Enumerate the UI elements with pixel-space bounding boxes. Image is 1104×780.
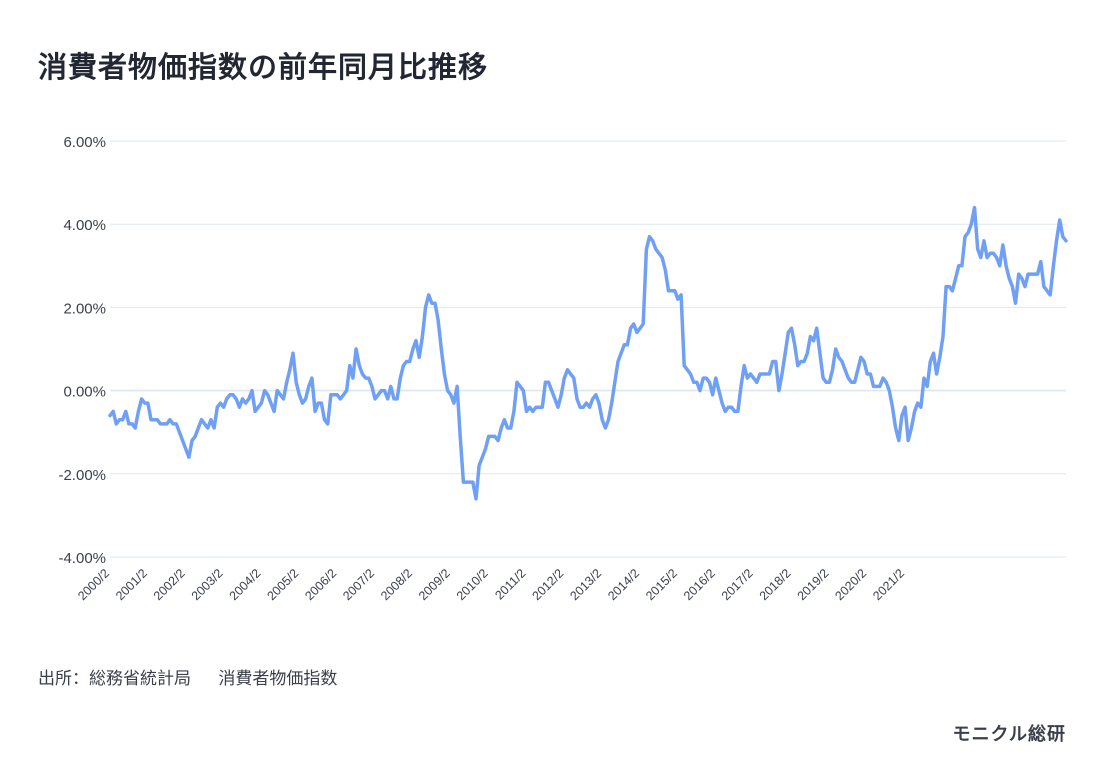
x-tick-label: 2018/2 [757, 566, 794, 603]
y-tick-label: 2.00% [63, 300, 106, 317]
chart-svg: -4.00%-2.00%0.00%2.00%4.00%6.00% 2000/2 2… [58, 134, 1068, 603]
x-tick-label: 2004/2 [227, 566, 264, 603]
y-tick-label: 4.00% [63, 217, 106, 234]
source-note: 出所：総務省統計局 消費者物価指数 [38, 664, 359, 689]
page-title: 消費者物価指数の前年同月比推移 [38, 50, 489, 84]
x-tick-label: 2015/2 [643, 566, 680, 603]
x-tick-label: 2012/2 [530, 566, 567, 603]
x-tick-label: 2007/2 [340, 566, 377, 603]
y-tick-label: -2.00% [58, 467, 106, 484]
x-axis-ticks: 2000/2 2001/2 2002/2 2003/2 2004/2 2005/2 2006… [75, 566, 907, 603]
line-chart: -4.00% -2.00% 0.00% 2.00% 4.00% 6.00% 2000/2 2… [58, 134, 1068, 603]
x-tick-label: 2014/2 [605, 566, 642, 603]
y-tick-label: 6.00% [63, 134, 106, 151]
source-label: 出所：総務省統計局 [38, 669, 191, 689]
series-group [108, 205, 1068, 501]
x-tick-label: 2013/2 [567, 566, 604, 603]
x-tick-label: 2017/2 [719, 566, 756, 603]
brand-logo-text: モニクル総研 [952, 724, 1066, 745]
series-line [108, 205, 1068, 501]
x-tick-label: 2009/2 [416, 566, 453, 603]
x-tick-label: 2016/2 [681, 566, 718, 603]
x-tick-label: 2008/2 [378, 566, 415, 603]
y-tick-label: 0.00% [63, 384, 106, 401]
gridlines [110, 140, 1066, 558]
x-tick-label: 2019/2 [795, 566, 832, 603]
y-axis-ticks: -4.00% -2.00% 0.00% 2.00% 4.00% 6.00% [58, 134, 106, 567]
x-tick-label: 2000/2 [75, 566, 112, 603]
x-tick-label: 2005/2 [264, 566, 301, 603]
y-tick-label: -4.00% [58, 550, 106, 567]
x-tick-label: 2003/2 [189, 566, 226, 603]
x-tick-label: 2020/2 [832, 566, 869, 603]
x-tick-label: 2021/2 [870, 566, 907, 603]
x-tick-label: 2001/2 [113, 566, 150, 603]
x-tick-label: 2002/2 [151, 566, 188, 603]
source-series-name: 消費者物価指数 [218, 669, 338, 689]
x-tick-label: 2006/2 [302, 566, 339, 603]
x-tick-label: 2011/2 [492, 566, 528, 602]
x-tick-label: 2010/2 [454, 566, 491, 603]
